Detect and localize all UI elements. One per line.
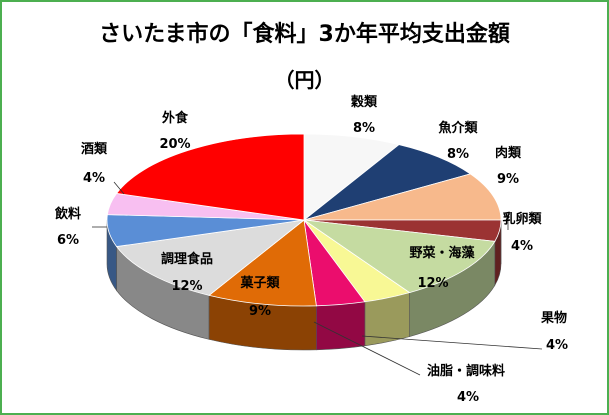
label-value-3: 4% — [511, 239, 533, 254]
label-name-9: 飲料 — [54, 206, 81, 222]
label-value-8: 12% — [171, 279, 202, 294]
label-name-10: 酒類 — [81, 142, 108, 157]
label-name-11: 外食 — [161, 110, 189, 126]
label-name-3: 乳卵類 — [502, 211, 542, 227]
label-value-11: 20% — [159, 137, 190, 152]
label-name-0: 穀類 — [350, 94, 378, 110]
leader-line-5 — [361, 335, 543, 350]
label-name-1: 魚介類 — [438, 120, 478, 136]
label-name-6: 油脂・調味料 — [427, 363, 505, 379]
label-value-6: 4% — [457, 390, 479, 405]
pie-slice-1 — [303, 144, 472, 221]
pie-slice-2 — [303, 173, 502, 221]
label-name-7: 菓子類 — [239, 275, 280, 291]
leader-line-10 — [113, 181, 125, 195]
label-value-1: 8% — [447, 147, 469, 162]
label-name-2: 肉類 — [495, 145, 522, 161]
label-name-4: 野菜・海藻 — [409, 245, 475, 261]
label-value-10: 4% — [83, 171, 105, 186]
label-name-5: 果物 — [540, 310, 567, 326]
chart-title: さいたま市の「食料」3か年平均支出金額 — [99, 22, 510, 47]
pie-slice-8 — [115, 219, 306, 296]
label-value-2: 9% — [497, 172, 519, 187]
label-value-0: 8% — [353, 121, 375, 136]
label-value-5: 4% — [546, 338, 568, 353]
pie-slice-4 — [303, 219, 496, 294]
label-value-4: 12% — [417, 276, 448, 291]
pie-slice-11 — [115, 133, 305, 221]
label-value-7: 9% — [249, 304, 271, 319]
pie-slice-0 — [303, 133, 400, 221]
label-value-9: 6% — [57, 233, 79, 248]
pie-side-6 — [316, 301, 366, 351]
chart-subtitle: （円） — [274, 68, 335, 92]
pie-slice-7 — [208, 219, 317, 307]
leader-line-6 — [313, 321, 421, 376]
label-name-8: 調理食品 — [161, 251, 213, 267]
